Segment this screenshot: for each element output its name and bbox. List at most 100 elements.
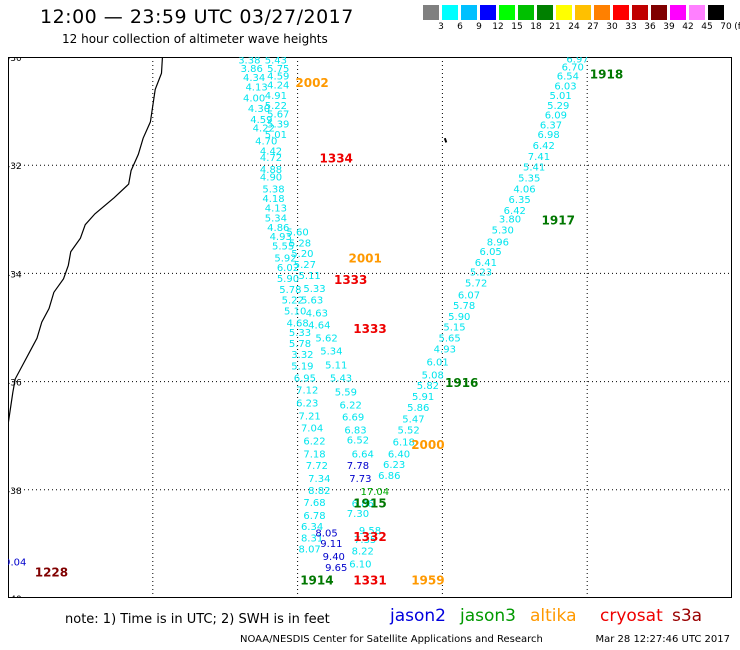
wave-height-point: 4.59 bbox=[267, 72, 289, 83]
wave-height-point: 5.60 bbox=[286, 228, 308, 239]
page-subtitle: 12 hour collection of altimeter wave hei… bbox=[62, 32, 328, 46]
page-title: 12:00 — 23:59 UTC 03/27/2017 bbox=[40, 6, 354, 28]
wave-height-point: 6.22 bbox=[303, 436, 325, 447]
wave-height-point: 4.24 bbox=[267, 80, 289, 91]
legend-swatch bbox=[442, 5, 458, 20]
wave-height-point: 4.64 bbox=[308, 321, 330, 332]
track-time-label: 1917 bbox=[542, 214, 575, 228]
y-tick-label: -34 bbox=[8, 270, 22, 280]
wave-height-point: 6.83 bbox=[344, 426, 366, 437]
legend-label: 45 bbox=[701, 22, 713, 32]
wave-height-point: 6.52 bbox=[347, 435, 369, 446]
legend-swatch bbox=[613, 5, 629, 20]
wave-height-point: 4.88 bbox=[260, 165, 282, 176]
wave-height-point: 5.78 bbox=[279, 285, 301, 296]
wave-height-point: 5.41 bbox=[523, 163, 545, 174]
wave-height-point: 7.35 bbox=[354, 535, 376, 546]
wave-height-point: 3.38 bbox=[238, 57, 260, 66]
wave-height-point: 9.65 bbox=[325, 563, 347, 574]
wave-height-point: 5.01 bbox=[265, 130, 287, 141]
wave-height-point: 6.69 bbox=[342, 413, 364, 424]
wave-height-point: 6.07 bbox=[458, 290, 480, 301]
wave-height-point: 5.43 bbox=[265, 57, 287, 66]
wave-height-point: 4.91 bbox=[265, 91, 287, 102]
wave-height-point: 3.86 bbox=[241, 64, 263, 75]
wave-height-point: 8.96 bbox=[487, 237, 509, 248]
wave-height-point: 6.10 bbox=[349, 560, 371, 571]
wave-height-point: 5.01 bbox=[550, 91, 572, 102]
wave-height-point: 5.27 bbox=[294, 260, 316, 271]
wave-height-point: 4.13 bbox=[245, 83, 267, 94]
track-time-label: 2002 bbox=[295, 76, 328, 90]
wave-height-point: 4.70 bbox=[255, 137, 277, 148]
wave-height-point: 5.33 bbox=[303, 284, 325, 295]
island-mark bbox=[443, 137, 448, 143]
wave-height-point: 6.86 bbox=[352, 499, 374, 510]
wave-height-point: 7.41 bbox=[528, 152, 550, 163]
wave-height-point: 5.23 bbox=[470, 268, 492, 279]
wave-height-point: 7.21 bbox=[299, 411, 321, 422]
wave-height-point: 7.04 bbox=[301, 423, 323, 434]
wave-height-point: 6.05 bbox=[480, 247, 502, 258]
wave-height-point: 5.78 bbox=[289, 339, 311, 350]
wave-height-point: 5.22 bbox=[265, 101, 287, 112]
track-time-label: 1916 bbox=[445, 376, 478, 390]
wave-height-point: 6.02 bbox=[277, 263, 299, 274]
wave-height-point: 5.34 bbox=[265, 213, 287, 224]
wave-height-point: 4.72 bbox=[260, 153, 282, 164]
wave-height-point: 6.70 bbox=[562, 63, 584, 74]
wave-height-point: 9.04 bbox=[8, 558, 26, 569]
wave-height-point: 6.78 bbox=[303, 511, 325, 522]
legend-swatch bbox=[556, 5, 572, 20]
wave-height-point: 4.06 bbox=[513, 184, 535, 195]
y-tick-label: -36 bbox=[8, 379, 22, 389]
wave-height-point: 5.10 bbox=[284, 307, 306, 318]
legend-swatch bbox=[651, 5, 667, 20]
wave-height-point: 5.30 bbox=[492, 225, 514, 236]
wave-height-point: 5.34 bbox=[320, 347, 342, 358]
legend-label: 6 bbox=[457, 22, 463, 32]
wave-height-point: 4.18 bbox=[262, 194, 284, 205]
wave-height-point: 6.01 bbox=[426, 357, 448, 368]
wave-height-point: 5.19 bbox=[291, 362, 313, 373]
track-time-label: 2000 bbox=[411, 438, 444, 452]
wave-height-point: 4.68 bbox=[286, 318, 308, 329]
wave-height-point: 7.73 bbox=[349, 474, 371, 485]
wave-height-point: 8.82 bbox=[308, 486, 330, 497]
wave-height-point: 5.29 bbox=[547, 101, 569, 112]
wave-height-point: 5.75 bbox=[267, 64, 289, 75]
satellite-cryosat: cryosat bbox=[600, 606, 663, 626]
track-time-label: 1959 bbox=[411, 573, 444, 587]
wave-height-point: 5.72 bbox=[465, 278, 487, 289]
wave-height-point: 6.97 bbox=[566, 57, 588, 65]
wave-height-point: 5.59 bbox=[335, 388, 357, 399]
wave-height-point: 7.12 bbox=[296, 386, 318, 397]
wave-height-point: 6.41 bbox=[475, 258, 497, 269]
wave-height-point: 5.39 bbox=[267, 119, 289, 130]
wave-height-point: 5.86 bbox=[407, 403, 429, 414]
wave-height-point: 4.22 bbox=[253, 124, 275, 135]
wave-height-point: 4.34 bbox=[243, 73, 265, 84]
legend-label: 3 bbox=[438, 22, 444, 32]
wave-height-point: 5.33 bbox=[289, 328, 311, 339]
legend-label: 36 bbox=[644, 22, 656, 32]
legend-swatch bbox=[518, 5, 534, 20]
track-time-label: 1333 bbox=[353, 322, 386, 336]
legend-swatch bbox=[670, 5, 686, 20]
note-text: note: 1) Time is in UTC; 2) SWH is in fe… bbox=[65, 612, 330, 627]
wave-height-point: 5.92 bbox=[274, 253, 296, 264]
plot-frame bbox=[8, 57, 732, 598]
legend-swatch bbox=[423, 5, 439, 20]
wave-height-point: 5.43 bbox=[330, 374, 352, 385]
track-time-label: 2001 bbox=[348, 252, 381, 266]
track-time-label: 1333 bbox=[334, 273, 367, 287]
wave-height-point: 6.23 bbox=[296, 398, 318, 409]
legend-label: 39 bbox=[663, 22, 675, 32]
legend-swatch bbox=[461, 5, 477, 20]
wave-height-point: 7.18 bbox=[303, 449, 325, 460]
legend-label: 27 bbox=[587, 22, 599, 32]
wave-height-point: 7.72 bbox=[306, 461, 328, 472]
legend-label: 42 bbox=[682, 22, 694, 32]
timestamp: Mar 28 12:27:46 UTC 2017 bbox=[595, 634, 731, 645]
wave-height-point: 6.37 bbox=[540, 120, 562, 131]
